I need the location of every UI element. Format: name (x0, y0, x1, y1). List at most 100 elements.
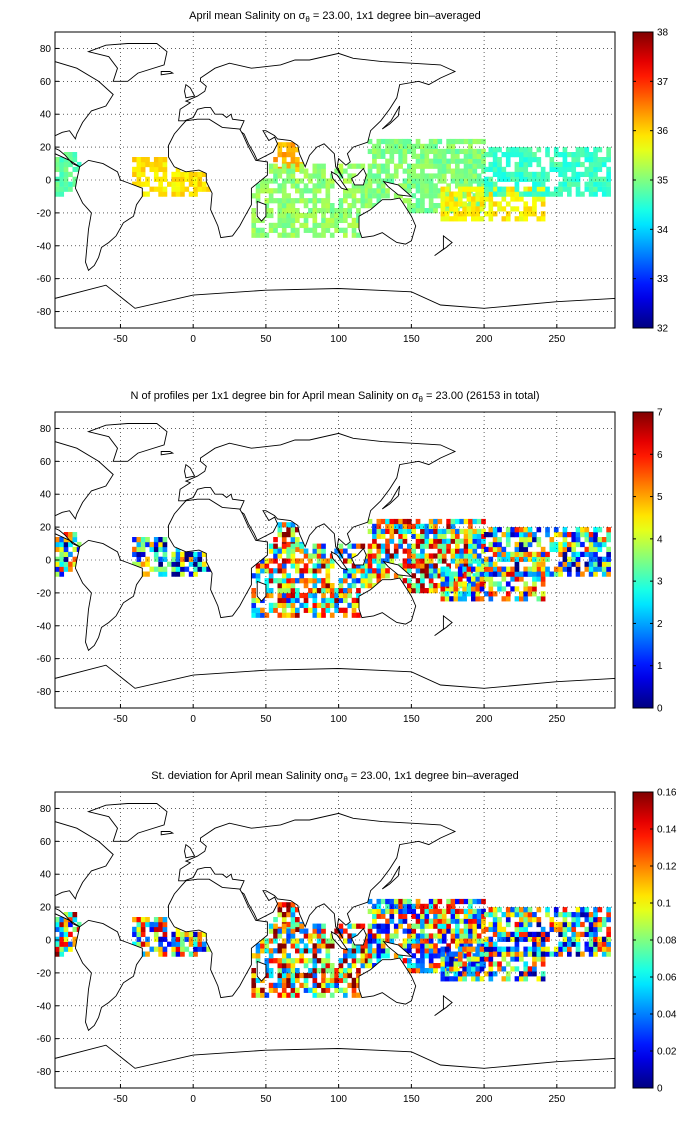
data-cell (398, 528, 403, 535)
data-cell (540, 176, 546, 182)
data-cell (380, 548, 386, 554)
data-cell (571, 936, 577, 942)
data-cell (158, 951, 163, 957)
data-cell (536, 551, 542, 558)
data-cell (312, 188, 318, 194)
data-cell (527, 951, 533, 957)
data-cell (411, 203, 417, 209)
data-cell (567, 556, 572, 562)
data-cell (433, 538, 438, 544)
data-cell (68, 561, 73, 567)
data-cell (540, 546, 546, 553)
data-cell (567, 541, 572, 548)
data-cell (527, 161, 533, 168)
data-cell (321, 602, 326, 609)
data-cell (475, 596, 481, 602)
data-cell (312, 588, 318, 594)
data-cell (455, 908, 460, 915)
data-cell (553, 161, 559, 168)
data-cell (63, 946, 69, 952)
data-cell (597, 561, 603, 567)
grid-lines (55, 412, 615, 708)
data-cell (593, 931, 598, 938)
data-cell (376, 548, 382, 554)
data-cell (407, 583, 412, 589)
data-cell (540, 171, 546, 178)
data-cell (606, 537, 611, 543)
data-cell (286, 992, 291, 998)
data-cell (273, 157, 278, 163)
data-cell (338, 592, 344, 599)
data-cell (562, 936, 568, 942)
data-cell (468, 138, 473, 145)
data-cell (338, 553, 344, 559)
data-cell (449, 961, 454, 967)
data-cell (475, 211, 481, 217)
data-cell (562, 181, 568, 187)
data-cell (402, 928, 408, 934)
data-cell (453, 571, 459, 577)
data-cell (295, 563, 300, 569)
data-cell (360, 198, 366, 204)
data-cell (476, 583, 482, 589)
data-cell (501, 191, 507, 197)
data-cell (527, 571, 533, 577)
data-cell (519, 196, 524, 202)
data-cell (158, 161, 163, 168)
data-cell (433, 518, 438, 525)
data-cell (428, 948, 434, 954)
data-cell (510, 532, 515, 538)
data-cell (532, 157, 537, 163)
data-cell (402, 198, 408, 204)
data-cell (457, 951, 463, 957)
data-cell (481, 148, 486, 155)
data-cell (55, 161, 60, 168)
data-cell (549, 951, 555, 957)
data-cell (407, 528, 412, 535)
data-cell (472, 533, 478, 539)
data-cell (488, 571, 494, 577)
data-cell (356, 972, 361, 979)
data-cell (505, 907, 511, 913)
data-cell (197, 171, 203, 178)
data-cell (167, 561, 172, 567)
data-cell (376, 543, 382, 549)
data-cell (472, 933, 478, 939)
data-cell (312, 968, 318, 974)
data-cell (295, 188, 300, 194)
data-cell (428, 188, 434, 194)
data-cell (440, 211, 446, 217)
data-cell (343, 968, 348, 974)
data-cell (433, 533, 438, 539)
data-cell (372, 193, 377, 199)
data-cell (356, 183, 361, 189)
data-cell (479, 951, 485, 957)
data-cell (492, 152, 498, 158)
data-cell (343, 212, 348, 219)
data-cell (484, 546, 489, 553)
data-cell (136, 921, 142, 928)
data-cell (277, 198, 283, 204)
data-cell (312, 163, 318, 169)
data-cell (492, 166, 498, 173)
data-cell (523, 936, 529, 942)
data-cell (601, 566, 607, 572)
data-cell (281, 963, 287, 969)
data-cell (475, 976, 481, 982)
data-cell (316, 933, 322, 939)
data-cell (260, 987, 265, 993)
data-cell (446, 538, 451, 544)
data-cell (441, 923, 447, 929)
data-cell (55, 566, 60, 572)
data-cell (286, 548, 291, 554)
data-cell (290, 163, 296, 169)
data-cell (484, 951, 489, 957)
data-cell (295, 208, 300, 214)
data-cell (303, 188, 309, 194)
data-cell (380, 193, 386, 199)
data-cell (532, 581, 537, 587)
data-cell (484, 971, 489, 977)
data-cell (277, 188, 283, 194)
data-cell (437, 953, 443, 959)
data-cell (351, 543, 357, 549)
